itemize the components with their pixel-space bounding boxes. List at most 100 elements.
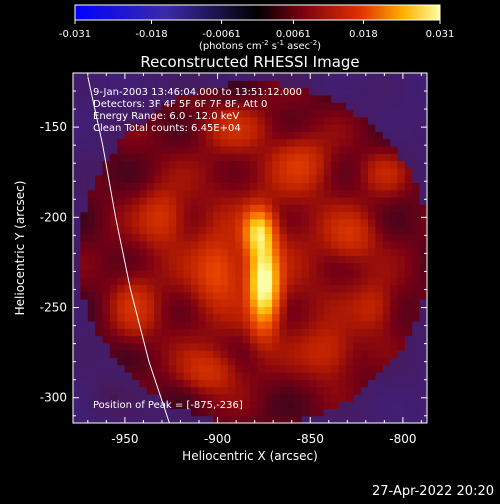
heatmap-cell (102, 386, 111, 395)
heatmap-cell (368, 342, 376, 351)
heatmap-cell (73, 328, 81, 337)
heatmap-cell (375, 218, 384, 227)
heatmap-cell (353, 306, 362, 315)
heatmap-cell (397, 313, 406, 322)
heatmap-cell (375, 204, 384, 213)
heatmap-cell (360, 240, 369, 249)
heatmap-cell (368, 408, 376, 417)
heatmap-cell (397, 196, 406, 205)
heatmap-cell (382, 415, 391, 423)
heatmap-cell (294, 262, 303, 271)
heatmap-cell (80, 306, 89, 315)
heatmap-cell (124, 73, 133, 81)
heatmap-cell (331, 145, 340, 154)
heatmap-cell (73, 102, 81, 111)
heatmap-cell (257, 277, 266, 286)
heatmap-cell (382, 138, 391, 147)
heatmap-cell (132, 160, 140, 169)
heatmap-cell (132, 269, 140, 278)
heatmap-cell (345, 386, 354, 395)
heatmap-cell (338, 350, 347, 358)
heatmap-cell (404, 284, 413, 293)
heatmap-cell (316, 328, 325, 337)
heatmap-cell (309, 109, 317, 118)
heatmap-cell (242, 116, 251, 125)
heatmap-cell (412, 94, 421, 103)
heatmap-cell (412, 277, 421, 286)
heatmap-cell (117, 138, 126, 147)
heatmap-cell (345, 357, 354, 366)
heatmap-cell (205, 116, 214, 125)
heatmap-cell (375, 87, 384, 96)
heatmap-cell (250, 364, 258, 373)
heatmap-cell (301, 102, 310, 111)
heatmap-cell (154, 320, 163, 329)
heatmap-cell (205, 291, 214, 300)
heatmap-cell (176, 218, 185, 227)
heatmap-cell (95, 364, 104, 373)
heatmap-cell (309, 160, 317, 169)
heatmap-cell (198, 299, 207, 307)
heatmap-cell (176, 145, 185, 154)
heatmap-cell (73, 109, 81, 118)
heatmap-cell (331, 306, 340, 315)
heatmap-cell (345, 102, 354, 111)
heatmap-cell (109, 408, 118, 417)
heatmap-cell (213, 401, 222, 410)
heatmap-cell (154, 189, 163, 198)
heatmap-cell (109, 415, 118, 423)
heatmap-cell (87, 73, 96, 81)
heatmap-cell (102, 153, 111, 162)
heatmap-cell (309, 138, 317, 147)
heatmap-cell (102, 167, 111, 176)
heatmap-cell (316, 211, 325, 220)
heatmap-cell (360, 189, 369, 198)
heatmap-cell (242, 226, 251, 235)
heatmap-cell (323, 415, 332, 423)
heatmap-cell (146, 357, 155, 366)
heatmap-cell (397, 350, 406, 358)
heatmap-cell (80, 299, 89, 307)
heatmap-cell (279, 94, 288, 103)
heatmap-cell (382, 371, 391, 380)
heatmap-cell (198, 218, 207, 227)
heatmap-cell (168, 255, 177, 264)
heatmap-cell (286, 291, 295, 300)
heatmap-cell (264, 80, 273, 89)
heatmap-cell (154, 262, 163, 271)
heatmap-cell (250, 291, 258, 300)
heatmap-cell (109, 284, 118, 293)
heatmap-cell (87, 401, 96, 410)
heatmap-cell (375, 342, 384, 351)
heatmap-cell (375, 306, 384, 315)
heatmap-cell (161, 291, 170, 300)
heatmap-cell (183, 116, 192, 125)
heatmap-cell (168, 357, 177, 366)
heatmap-cell (95, 73, 104, 81)
heatmap-cell (235, 189, 244, 198)
heatmap-cell (272, 160, 281, 169)
heatmap-cell (95, 320, 104, 329)
heatmap-cell (242, 320, 251, 329)
heatmap-cell (353, 189, 362, 198)
heatmap-cell (404, 386, 413, 395)
heatmap-cell (397, 204, 406, 213)
heatmap-cell (286, 116, 295, 125)
heatmap-cell (294, 182, 303, 191)
heatmap-cell (176, 415, 185, 423)
heatmap-cell (102, 393, 111, 402)
heatmap-cell (250, 109, 258, 118)
heatmap-cell (168, 175, 177, 183)
heatmap-cell (368, 175, 376, 183)
heatmap-cell (205, 364, 214, 373)
heatmap-cell (338, 109, 347, 118)
heatmap-cell (87, 371, 96, 380)
heatmap-cell (353, 196, 362, 205)
heatmap-cell (80, 204, 89, 213)
heatmap-cell (279, 226, 288, 235)
heatmap-cell (301, 291, 310, 300)
heatmap-cell (360, 255, 369, 264)
heatmap-cell (286, 109, 295, 118)
heatmap-cell (412, 145, 421, 154)
heatmap-cell (301, 109, 310, 118)
